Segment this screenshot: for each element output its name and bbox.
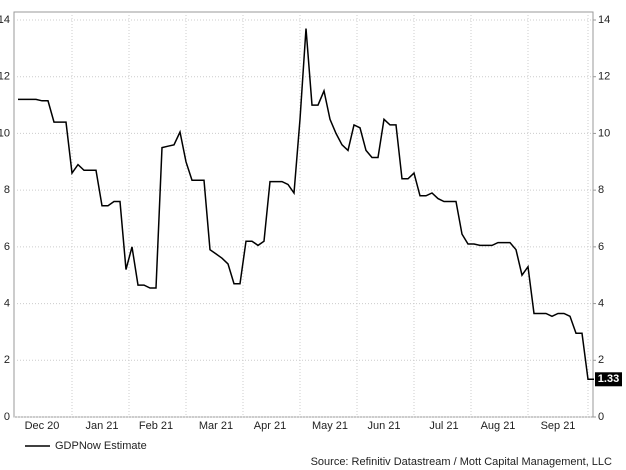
x-tick-label: Jun 21 [367, 420, 400, 432]
y2-tick-label: 2 [598, 354, 604, 366]
legend-label: GDPNow Estimate [55, 440, 147, 452]
y2-tick-label: 6 [598, 241, 604, 253]
source-note: Source: Refinitiv Datastream / Mott Capi… [311, 456, 612, 468]
y2-tick-label: 14 [598, 14, 610, 26]
x-tick-label: Sep 21 [541, 420, 576, 432]
data-line [18, 28, 594, 381]
y-tick-label: 0 [4, 411, 10, 423]
y-tick-label: 2 [4, 354, 10, 366]
y-tick-label: 8 [4, 184, 10, 196]
x-tick-label: Feb 21 [139, 420, 173, 432]
y-tick-label: 6 [4, 241, 10, 253]
x-tick-label: Dec 20 [25, 420, 60, 432]
x-tick-label: Jul 21 [429, 420, 458, 432]
y2-tick-label: 12 [598, 71, 610, 83]
y2-tick-label: 10 [598, 127, 610, 139]
last-value-box [595, 372, 622, 387]
x-tick-label: Aug 21 [481, 420, 516, 432]
x-tick-label: May 21 [312, 420, 348, 432]
y2-tick-label: 8 [598, 184, 604, 196]
x-tick-label: Mar 21 [199, 420, 233, 432]
x-tick-label: Jan 21 [85, 420, 118, 432]
y2-tick-label: 0 [598, 411, 604, 423]
y2-tick-label: 4 [598, 297, 604, 309]
y-tick-label: 4 [4, 297, 10, 309]
x-tick-label: Apr 21 [254, 420, 286, 432]
plot-frame [13, 11, 594, 418]
y-tick-label: 14 [0, 14, 10, 26]
y-tick-label: 10 [0, 127, 10, 139]
last-value-label: 1.33 [598, 373, 619, 385]
y-tick-label: 12 [0, 71, 10, 83]
